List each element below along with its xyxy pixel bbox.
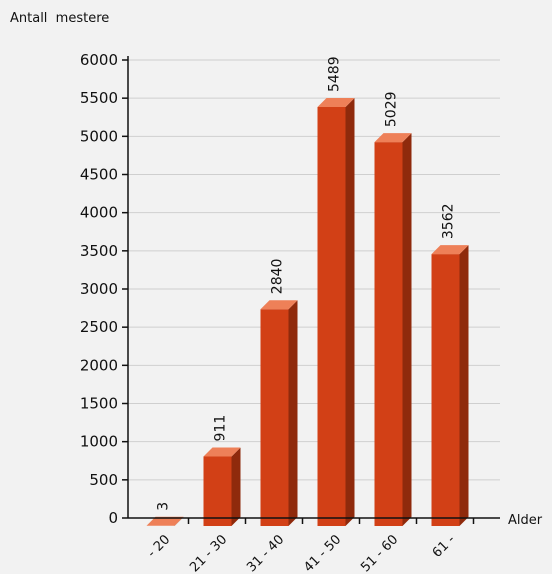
y-tick-label: 4500 [80,166,118,184]
x-tick-label: 31 - 40 [244,532,287,574]
y-tick-labels: 0 500 1000 1500 2000 2500 3000 3500 4000 4500 5000… [80,51,118,527]
x-tick-labels: - 20 21 - 30 31 - 40 41 - 50 51 - 60 61 - [145,532,459,574]
bar [203,447,241,526]
bar-top [260,300,298,310]
y-tick-label: 3000 [80,280,118,298]
x-tick-label: 41 - 50 [301,532,344,574]
y-tick-label: 1500 [80,395,118,413]
bar-top [431,245,469,255]
data-label: 2840 [270,259,286,295]
y-tick-label: 2000 [80,356,118,374]
data-label: 5489 [327,56,343,92]
bar [260,300,298,526]
grid-lines [128,59,500,481]
x-tick-label: - 20 [145,532,174,561]
bar-side [231,447,241,526]
axes [122,56,500,524]
y-tick-label: 5500 [80,89,118,107]
bars [146,98,469,527]
y-tick-label: 2500 [80,318,118,336]
bar-top [146,516,184,526]
bar-side [288,300,298,526]
bar-top [374,133,412,143]
data-label: 5029 [384,91,400,127]
bar [317,98,355,526]
y-tick-label: 0 [108,509,118,527]
bar-front [203,456,232,526]
bar-front [260,309,289,526]
data-label: 911 [213,415,229,442]
y-tick-label: 3500 [80,242,118,260]
bar-side [345,98,355,526]
data-labels: 3 911 2840 5489 5029 3562 [156,56,457,510]
bar-top [203,447,241,457]
bar-front [431,254,460,527]
bar [146,516,184,526]
data-label: 3562 [441,203,457,239]
bar-side [174,516,184,526]
x-axis-title: Alder [508,513,543,528]
y-tick-label: 6000 [80,51,118,69]
bar-front [317,107,346,526]
bar [374,133,412,526]
y-tick-label: 1000 [80,433,118,451]
x-tick-label: 51 - 60 [358,532,401,574]
bar-front [374,142,403,526]
y-tick-label: 4000 [80,204,118,222]
y-tick-label: 5000 [80,127,118,145]
bar-top [317,98,355,108]
y-tick-label: 500 [89,471,118,489]
bar-side [459,245,469,527]
bar-side [402,133,412,526]
y-axis-title: Antall mestere [10,11,109,26]
bar [431,245,469,527]
x-tick-label: 21 - 30 [187,532,230,574]
data-label: 3 [156,502,172,511]
x-tick-label: 61 - [430,532,459,561]
